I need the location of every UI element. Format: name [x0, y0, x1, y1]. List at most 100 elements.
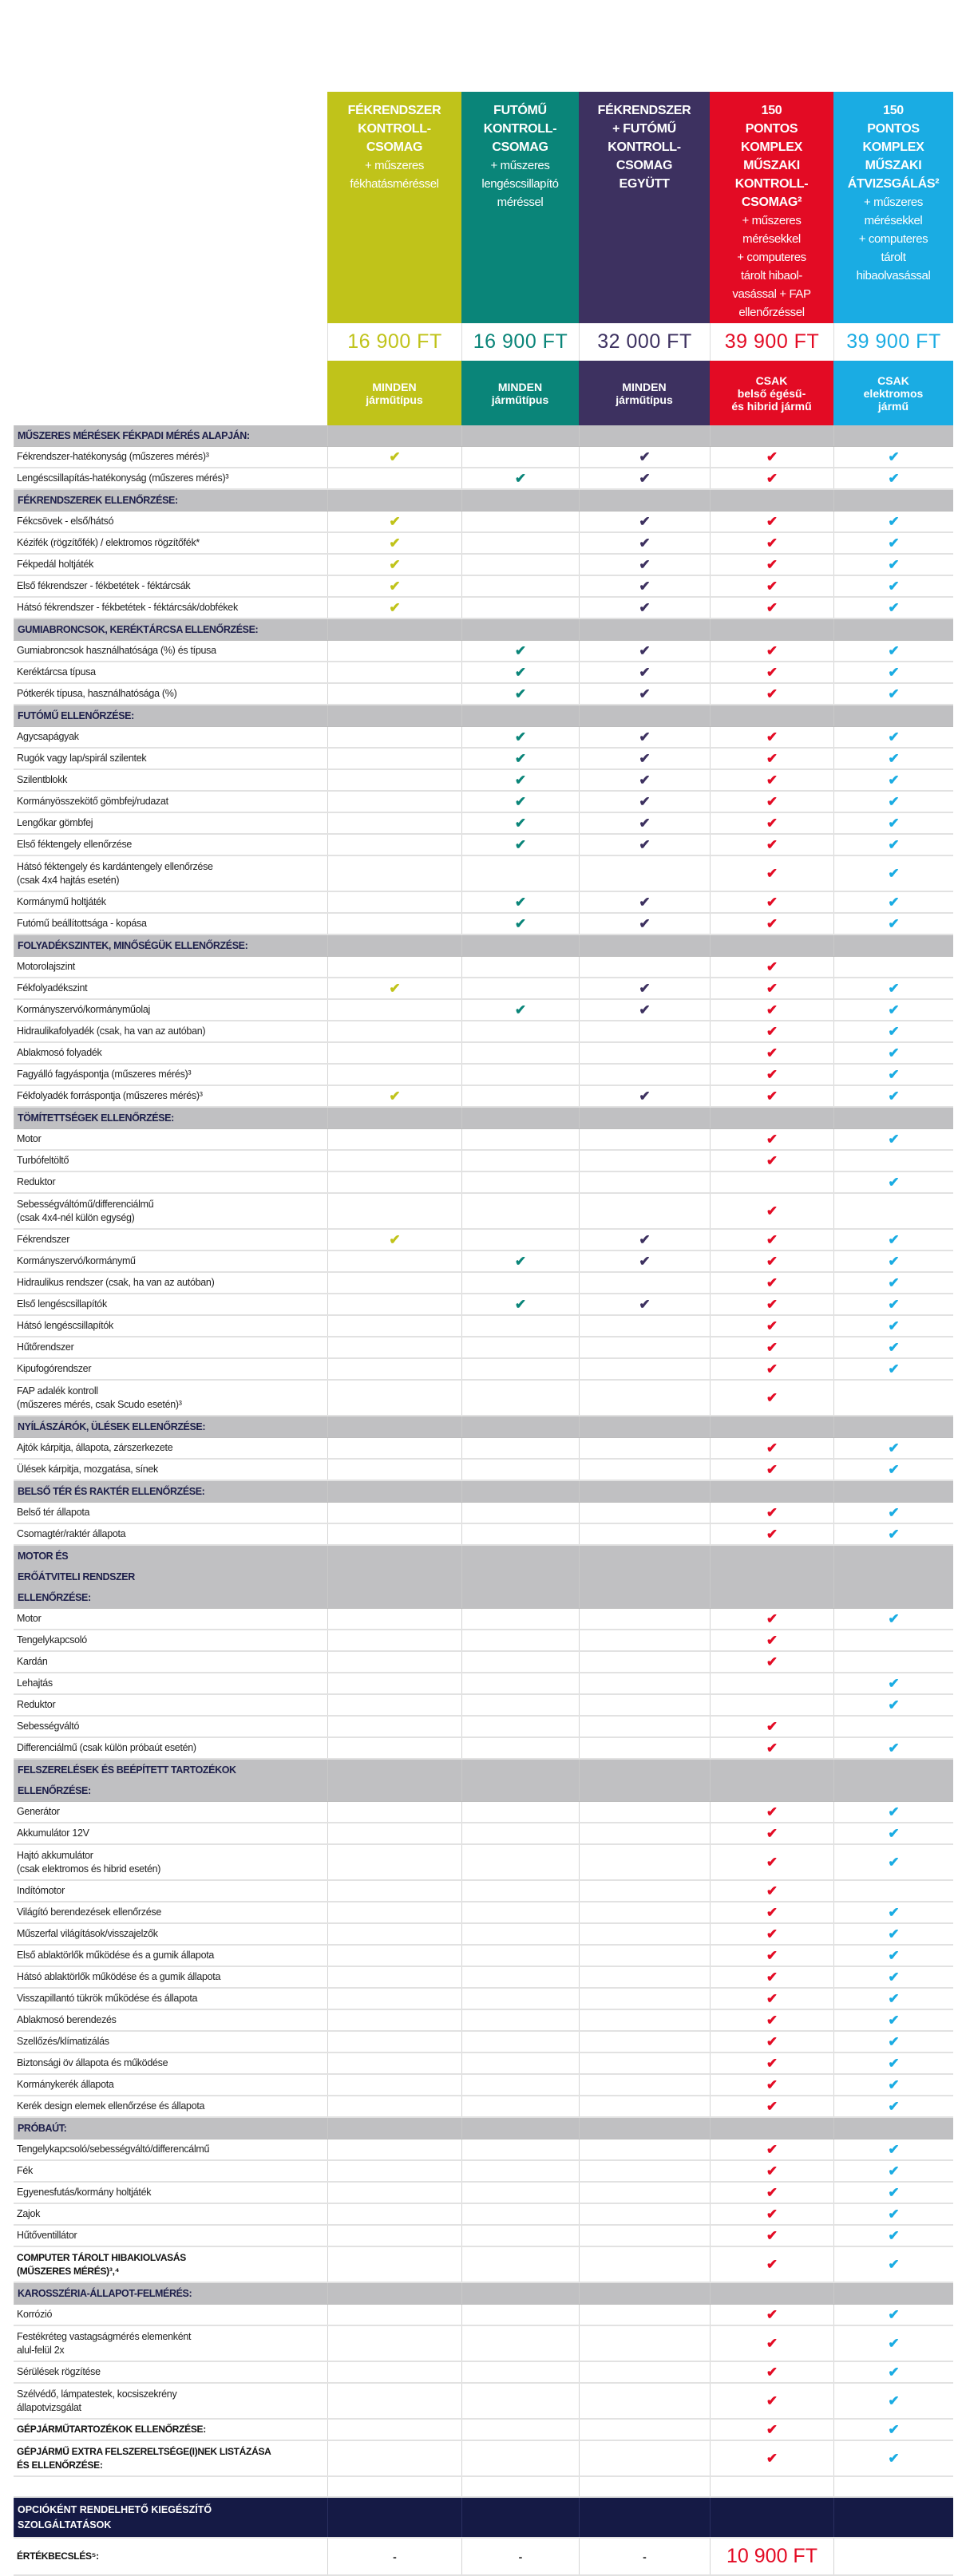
- check-cell: [461, 1043, 579, 1063]
- row-label: Szilentblokk: [17, 774, 68, 785]
- check-icon: ✔: [888, 1611, 900, 1626]
- check-cell: [579, 1172, 710, 1192]
- check-cell: ✔: [833, 1021, 953, 1041]
- check-cell: ✔: [579, 662, 710, 682]
- check-icon: ✔: [888, 1991, 900, 2006]
- check-cell: [461, 1230, 579, 1250]
- check-cell: [461, 2326, 579, 2361]
- row-label: Kézifék (rögzítőfék) / elektromos rögzít…: [17, 537, 200, 548]
- check-cell: ✔: [833, 892, 953, 912]
- check-cell: [327, 1359, 461, 1379]
- check-cell: [327, 770, 461, 790]
- check-cell: ✔: [710, 2161, 833, 2181]
- check-cell: ✔: [833, 2204, 953, 2224]
- check-cell: [461, 1967, 579, 1987]
- check-cell: [579, 1609, 710, 1629]
- check-cell: ✔: [710, 2326, 833, 2361]
- row-label: Tengelykapcsoló: [17, 1634, 87, 1646]
- row-label: Fagyálló fagyáspontja (műszeres mérés)³: [17, 1069, 192, 1080]
- check-cell: ✔: [833, 1609, 953, 1629]
- section-cell: [461, 619, 579, 640]
- row-label: Lengőkar gömbfej: [17, 817, 93, 828]
- check-icon: ✔: [766, 1340, 778, 1355]
- check-cell: [579, 1845, 710, 1879]
- check-icon: ✔: [766, 1970, 778, 1985]
- section-cell: [579, 2118, 710, 2139]
- check-cell: [327, 813, 461, 833]
- section-title: BELSŐ TÉR ÉS RAKTÉR ELLENŐRZÉSE:: [14, 1481, 327, 1502]
- row-label: Rugók vagy lap/spirál szilentek: [17, 753, 147, 764]
- section-header: NYÍLÁSZÁRÓK, ÜLÉSEK ELLENŐRZÉSE:: [14, 1416, 953, 1438]
- check-icon: ✔: [639, 557, 651, 572]
- section-header: MOTOR ÉS ERŐÁTVITELI RENDSZER ELLENŐRZÉS…: [14, 1546, 953, 1609]
- check-cell: ✔: [710, 2139, 833, 2159]
- check-icon: ✔: [766, 1527, 778, 1542]
- check-cell: [327, 1194, 461, 1228]
- check-cell: [579, 2384, 710, 2418]
- check-cell: [327, 892, 461, 912]
- table-row: Kézifék (rögzítőfék) / elektromos rögzít…: [14, 533, 953, 555]
- table-row: Lengőkar gömbfej ✔ ✔ ✔ ✔: [14, 813, 953, 835]
- check-cell: [579, 957, 710, 977]
- check-cell: [327, 1294, 461, 1314]
- package-price: 39 900 FT: [710, 323, 833, 361]
- check-icon: ✔: [766, 916, 778, 931]
- check-cell: ✔: [710, 1381, 833, 1415]
- package-name: FÉKRENDSZER KONTROLL- CSOMAG: [347, 104, 441, 154]
- check-cell: [327, 2032, 461, 2052]
- row-label: Hűtőventillátor: [17, 2230, 77, 2241]
- table-row: Rugók vagy lap/spirál szilentek ✔ ✔ ✔ ✔: [14, 749, 953, 770]
- package-subtitle: + műszeres mérésekkel + computeres tárol…: [856, 196, 931, 282]
- check-icon: ✔: [766, 1654, 778, 1669]
- check-cell: [579, 1717, 710, 1736]
- check-cell: ✔: [833, 914, 953, 934]
- row-label: GÉPJÁRMŰTARTOZÉKOK ELLENŐRZÉSE:: [17, 2424, 206, 2435]
- check-cell: [579, 2053, 710, 2073]
- check-cell: ✔: [833, 2226, 953, 2246]
- check-cell: ✔: [579, 555, 710, 575]
- check-cell: [461, 1172, 579, 1192]
- check-cell: [327, 1172, 461, 1192]
- row-label: Fékcsövek - első/hátsó: [17, 516, 114, 527]
- check-cell: [327, 2204, 461, 2224]
- table-row: Agycsapágyak ✔ ✔ ✔ ✔: [14, 727, 953, 749]
- check-cell: [327, 1924, 461, 1944]
- section-cell: [833, 1760, 953, 1801]
- table-row: Futómű beállítottsága - kopása ✔ ✔ ✔ ✔: [14, 914, 953, 935]
- check-cell: [461, 576, 579, 596]
- check-cell: ✔: [710, 1337, 833, 1357]
- check-cell: ✔: [710, 641, 833, 661]
- section-header: FUTÓMŰ ELLENŐRZÉSE:: [14, 705, 953, 727]
- check-icon: ✔: [639, 1297, 651, 1312]
- table-row: Sebességváltó ✔: [14, 1717, 953, 1738]
- table-row: Festékréteg vastagságmérés elemenként al…: [14, 2326, 953, 2362]
- row-label: Hajtó akkumulátor (csak elektromos és hi…: [17, 1849, 161, 1875]
- check-cell: ✔: [833, 1337, 953, 1357]
- section-cell: [327, 2118, 461, 2139]
- check-icon: ✔: [639, 579, 651, 594]
- table-row: [14, 2477, 953, 2498]
- check-cell: [710, 1673, 833, 1693]
- table-row: Kormányszervó/kormányműolaj ✔ ✔ ✔ ✔: [14, 1000, 953, 1021]
- section-cell: [461, 490, 579, 511]
- section-cell: [461, 1760, 579, 1801]
- section-cell: [327, 1108, 461, 1128]
- check-icon: ✔: [766, 2034, 778, 2049]
- check-icon: ✔: [766, 471, 778, 486]
- check-cell: [579, 1316, 710, 1336]
- check-icon: ✔: [639, 1002, 651, 1017]
- table-row: Ablakmosó folyadék ✔ ✔: [14, 1043, 953, 1065]
- table-row: GÉPJÁRMŰ EXTRA FELSZERELTSÉGE(I)NEK LIST…: [14, 2441, 953, 2477]
- section-cell: [327, 1546, 461, 1608]
- header-spacer: [14, 361, 327, 425]
- check-cell: [579, 2362, 710, 2382]
- table-row: Kormányösszekötő gömbfej/rudazat ✔ ✔ ✔ ✔: [14, 792, 953, 813]
- check-cell: ✔: [710, 2362, 833, 2382]
- check-cell: [461, 1065, 579, 1085]
- check-cell: [461, 1630, 579, 1650]
- check-cell: ✔: [833, 2384, 953, 2418]
- section-cell: [710, 1546, 833, 1608]
- section-title: FOLYADÉKSZINTEK, MINŐSÉGÜK ELLENŐRZÉSE:: [14, 935, 327, 956]
- table-row: Hidraulikafolyadék (csak, ha van az autó…: [14, 1021, 953, 1043]
- check-icon: ✔: [766, 1203, 778, 1219]
